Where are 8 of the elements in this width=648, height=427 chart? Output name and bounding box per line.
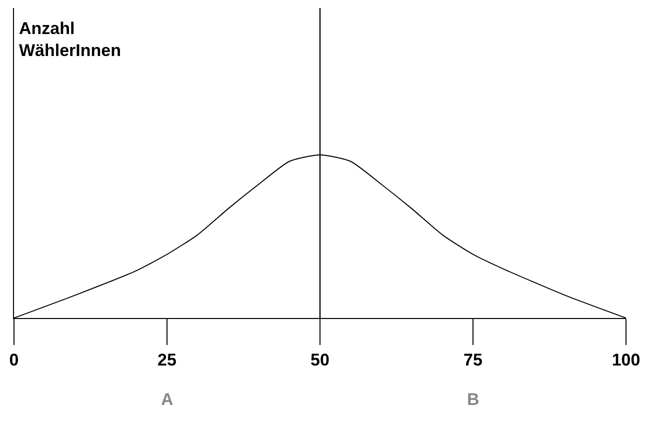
x-tick-label: 75 [464,350,482,370]
x-tick-label: 50 [310,350,330,370]
x-tick-label: 100 [612,350,640,370]
text: B [467,390,480,409]
x-tick-label: 0 [9,350,19,370]
x-tick-label: 25 [158,350,176,370]
text: A [161,390,174,409]
text: Anzahl WählerInnen [19,19,122,60]
